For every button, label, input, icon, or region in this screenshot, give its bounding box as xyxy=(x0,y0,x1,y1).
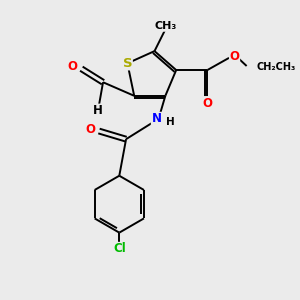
Text: H: H xyxy=(166,117,174,127)
Text: O: O xyxy=(230,50,240,63)
Text: O: O xyxy=(85,123,95,136)
Text: O: O xyxy=(202,97,212,110)
Text: S: S xyxy=(123,57,132,70)
Text: O: O xyxy=(67,60,77,73)
Text: H: H xyxy=(93,104,103,117)
Text: N: N xyxy=(152,112,161,125)
Text: Cl: Cl xyxy=(113,242,126,255)
Text: CH₃: CH₃ xyxy=(154,21,176,31)
Text: CH₂CH₃: CH₂CH₃ xyxy=(256,62,296,72)
